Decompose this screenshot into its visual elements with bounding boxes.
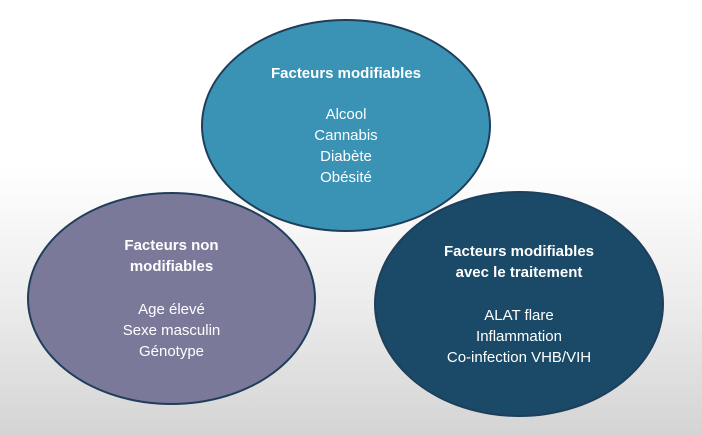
factor-item: Sexe masculin — [122, 322, 221, 339]
factor-item: Cannabis — [314, 126, 378, 144]
modifiable-factors-list: Alcool Cannabis Diabète Obésité — [314, 104, 377, 188]
title-line: Facteurs non — [124, 237, 219, 254]
modifiable-factors-title: Facteurs modifiables — [270, 64, 422, 82]
non-modifiable-factors-circle: Facteurs non modifiables Age élevé Sexe … — [27, 192, 316, 405]
title-line: Facteurs modifiables — [443, 242, 595, 260]
treatment-modifiable-factors-circle: Facteurs modifiables avec le traitement … — [374, 191, 664, 417]
factor-item: Age élevé — [138, 301, 205, 318]
factor-item: ALAT flare — [484, 306, 554, 324]
factor-item: Génotype — [138, 343, 205, 360]
factor-item: Diabète — [320, 147, 372, 165]
factor-item: Inflammation — [476, 327, 562, 345]
modifiable-factors-circle: Facteurs modifiables Alcool Cannabis Dia… — [201, 19, 491, 232]
factor-item: Obésité — [320, 168, 372, 186]
factor-item: Alcool — [325, 105, 367, 123]
treatment-modifiable-factors-list: ALAT flare Inflammation Co-infection VHB… — [447, 305, 591, 368]
non-modifiable-factors-list: Age élevé Sexe masculin Génotype — [123, 299, 221, 362]
factor-item: Co-infection VHB/VIH — [446, 348, 592, 366]
title-line: modifiables — [129, 258, 214, 275]
title-line: avec le traitement — [455, 263, 583, 281]
treatment-modifiable-factors-title: Facteurs modifiables avec le traitement — [444, 241, 594, 283]
non-modifiable-factors-title: Facteurs non modifiables — [124, 235, 218, 277]
